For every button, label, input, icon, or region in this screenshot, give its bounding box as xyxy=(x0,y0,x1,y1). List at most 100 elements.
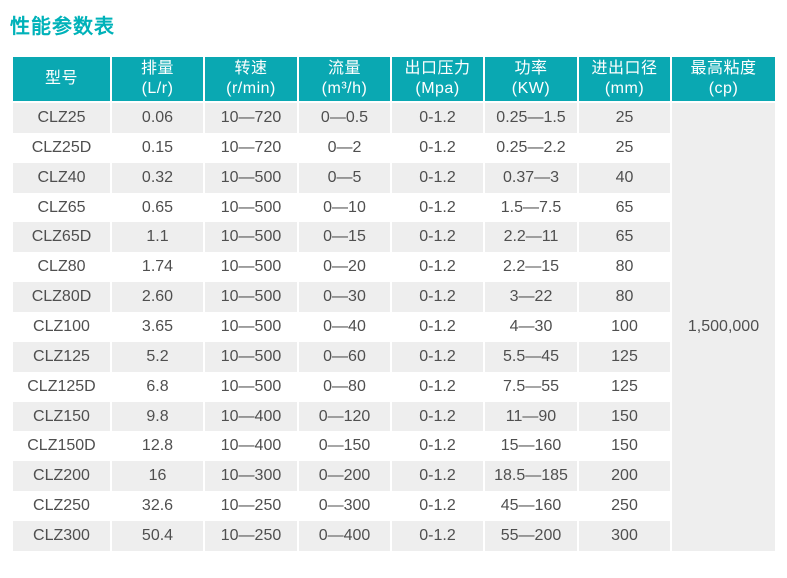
value-cell: 55—200 xyxy=(485,521,577,551)
model-cell: CLZ200 xyxy=(13,461,110,492)
value-cell: 16 xyxy=(112,461,203,492)
value-cell: 0—40 xyxy=(299,312,390,342)
value-cell: 65 xyxy=(579,222,670,253)
value-cell: 0—0.5 xyxy=(299,103,390,133)
value-cell: 10—500 xyxy=(205,192,297,223)
value-cell: 10—500 xyxy=(205,252,297,283)
value-cell: 0—2 xyxy=(299,132,390,163)
value-cell: 10—500 xyxy=(205,312,297,342)
value-cell: 0—150 xyxy=(299,431,390,462)
model-cell: CLZ25D xyxy=(13,132,110,163)
value-cell: 10—500 xyxy=(205,162,297,193)
column-header-label: 转速 xyxy=(234,60,268,77)
value-cell: 0—200 xyxy=(299,461,390,492)
column-header-label: 流量 xyxy=(327,60,361,77)
column-header-label: 出口压力 xyxy=(404,60,471,77)
column-header-unit: (mm) xyxy=(604,80,645,97)
value-cell: 0-1.2 xyxy=(392,252,483,283)
column-header-max-viscosity: 最高粘度 (cp) xyxy=(672,57,775,103)
value-cell: 3.65 xyxy=(112,312,203,342)
value-cell: 0-1.2 xyxy=(392,491,483,522)
value-cell: 0—120 xyxy=(299,401,390,432)
value-cell: 100 xyxy=(579,312,670,342)
value-cell: 125 xyxy=(579,341,670,372)
model-cell: CLZ150D xyxy=(13,431,110,462)
value-cell: 6.8 xyxy=(112,371,203,402)
value-cell: 11—90 xyxy=(485,401,577,432)
model-cell: CLZ250 xyxy=(13,491,110,522)
column-header-speed: 转速 (r/min) xyxy=(205,57,297,103)
value-cell: 0-1.2 xyxy=(392,282,483,313)
value-cell: 0-1.2 xyxy=(392,103,483,133)
model-cell: CLZ25 xyxy=(13,103,110,133)
column-header-label: 进出口径 xyxy=(591,60,658,77)
value-cell: 0—30 xyxy=(299,282,390,313)
value-cell: 0-1.2 xyxy=(392,401,483,432)
value-cell: 10—250 xyxy=(205,491,297,522)
model-cell: CLZ65D xyxy=(13,222,110,253)
value-cell: 3—22 xyxy=(485,282,577,313)
model-cell: CLZ125D xyxy=(13,371,110,402)
value-cell: 200 xyxy=(579,461,670,492)
value-cell: 0-1.2 xyxy=(392,371,483,402)
model-cell: CLZ100 xyxy=(13,312,110,342)
value-cell: 5.5—45 xyxy=(485,341,577,372)
model-cell: CLZ80D xyxy=(13,282,110,313)
value-cell: 0—10 xyxy=(299,192,390,223)
value-cell: 0.65 xyxy=(112,192,203,223)
value-cell: 300 xyxy=(579,521,670,551)
value-cell: 12.8 xyxy=(112,431,203,462)
column-header-label: 型号 xyxy=(44,70,78,87)
column-header-unit: (cp) xyxy=(708,80,739,97)
model-cell: CLZ150 xyxy=(13,401,110,432)
value-cell: 0-1.2 xyxy=(392,461,483,492)
value-cell: 1.1 xyxy=(112,222,203,253)
value-cell: 0.25—2.2 xyxy=(485,132,577,163)
value-cell: 40 xyxy=(579,162,670,193)
column-header-unit: (L/r) xyxy=(141,80,174,97)
value-cell: 2.2—11 xyxy=(485,222,577,253)
value-cell: 0—15 xyxy=(299,222,390,253)
value-cell: 0—60 xyxy=(299,341,390,372)
value-cell: 250 xyxy=(579,491,670,522)
value-cell: 10—500 xyxy=(205,282,297,313)
column-header-model: 型号 xyxy=(13,57,110,103)
value-cell: 10—500 xyxy=(205,371,297,402)
value-cell: 32.6 xyxy=(112,491,203,522)
value-cell: 10—500 xyxy=(205,222,297,253)
column-header-port-diameter: 进出口径 (mm) xyxy=(579,57,670,103)
value-cell: 2.60 xyxy=(112,282,203,313)
value-cell: 2.2—15 xyxy=(485,252,577,283)
value-cell: 150 xyxy=(579,401,670,432)
max-viscosity-merged-cell: 1,500,000 xyxy=(672,103,775,551)
value-cell: 9.8 xyxy=(112,401,203,432)
value-cell: 10—400 xyxy=(205,401,297,432)
value-cell: 18.5—185 xyxy=(485,461,577,492)
value-cell: 0.37—3 xyxy=(485,162,577,193)
value-cell: 25 xyxy=(579,103,670,133)
value-cell: 0—80 xyxy=(299,371,390,402)
value-cell: 45—160 xyxy=(485,491,577,522)
column-header-label: 功率 xyxy=(514,60,548,77)
value-cell: 0-1.2 xyxy=(392,312,483,342)
value-cell: 80 xyxy=(579,282,670,313)
value-cell: 0.25—1.5 xyxy=(485,103,577,133)
value-cell: 65 xyxy=(579,192,670,223)
performance-spec-table: 型号 排量 (L/r) 转速 (r/min) 流量 (m³/h) 出口压力 (M… xyxy=(13,57,775,551)
column-header-unit: (Mpa) xyxy=(415,80,460,97)
value-cell: 10—720 xyxy=(205,103,297,133)
value-cell: 7.5—55 xyxy=(485,371,577,402)
value-cell: 4—30 xyxy=(485,312,577,342)
column-header-flow: 流量 (m³/h) xyxy=(299,57,390,103)
value-cell: 10—250 xyxy=(205,521,297,551)
value-cell: 0.32 xyxy=(112,162,203,193)
column-header-unit: (KW) xyxy=(511,80,551,97)
value-cell: 50.4 xyxy=(112,521,203,551)
value-cell: 10—300 xyxy=(205,461,297,492)
value-cell: 0-1.2 xyxy=(392,132,483,163)
column-header-displacement: 排量 (L/r) xyxy=(112,57,203,103)
value-cell: 0—20 xyxy=(299,252,390,283)
value-cell: 10—400 xyxy=(205,431,297,462)
column-header-label: 最高粘度 xyxy=(690,60,757,77)
value-cell: 15—160 xyxy=(485,431,577,462)
